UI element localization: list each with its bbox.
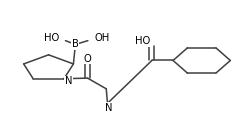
Text: B: B <box>72 39 79 49</box>
Text: OH: OH <box>94 33 109 43</box>
Text: N: N <box>105 103 113 113</box>
Text: O: O <box>84 54 91 64</box>
Text: HO: HO <box>44 33 59 43</box>
Text: N: N <box>65 76 72 86</box>
Text: HO: HO <box>135 36 151 46</box>
